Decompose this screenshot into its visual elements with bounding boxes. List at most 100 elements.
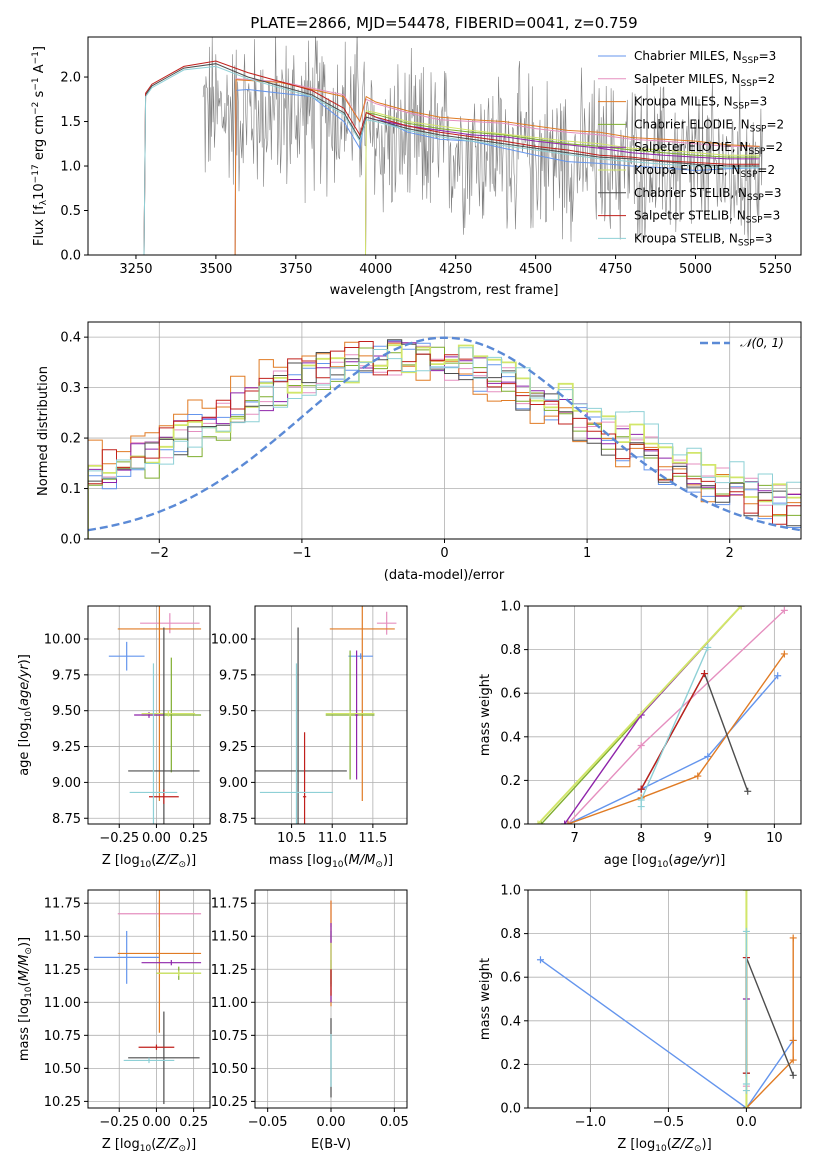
- histogram-step: [88, 339, 801, 539]
- plot-area: [255, 890, 407, 1108]
- y-tick-label: 9.25: [52, 740, 81, 755]
- x-axis-label: mass [log10(M/M⊙)]: [269, 853, 393, 870]
- plus-marker: [774, 672, 782, 680]
- x-tick-label: 8: [637, 831, 645, 846]
- y-tick-label: 9.75: [219, 668, 248, 683]
- plot-area: [88, 606, 210, 824]
- y-tick-label: 9.25: [219, 740, 248, 755]
- panel-weight-vs-Z: −1.0 −0.5 0.0 0.0 0.2 0.4 0.6 0.8 1.0 Z [log10(Z/…: [478, 884, 802, 1154]
- plus-marker: [789, 1056, 797, 1064]
- y-tick-label: 10.75: [211, 1029, 248, 1044]
- legend-label: Salpeter ELODIE, NSSP=2: [634, 140, 783, 157]
- plot-area: [88, 890, 210, 1108]
- y-tick-label: 11.50: [211, 930, 248, 945]
- y-tick-label: 1.0: [500, 884, 521, 899]
- x-tick-label: 5000: [679, 262, 712, 277]
- x-tick-label: 9: [704, 831, 712, 846]
- legend-label: Salpeter MILES, NSSP=2: [634, 72, 775, 89]
- x-tick-label: 0.25: [179, 1115, 208, 1130]
- x-tick-label: −1: [292, 546, 311, 561]
- plot-area: [88, 322, 801, 539]
- x-tick-label: 3750: [279, 262, 312, 277]
- y-tick-label: 10.75: [44, 1029, 81, 1044]
- y-tick-label: 0.5: [60, 204, 81, 219]
- x-tick-label: 4750: [599, 262, 632, 277]
- legend-label: Kroupa STELIB, NSSP=3: [634, 231, 772, 248]
- legend-label: Salpeter STELIB, NSSP=3: [634, 209, 780, 226]
- plot-area: [255, 606, 407, 824]
- plus-marker: [742, 1104, 750, 1108]
- y-tick-label: 0.2: [500, 1058, 521, 1073]
- panel-mass-vs-EBV: −0.05 0.00 0.05 10.25 10.50 10.75 11.00 11.25 11…: [211, 889, 409, 1152]
- model-spectrum-line: [356, 110, 760, 255]
- y-tick-label: 1.0: [500, 600, 521, 615]
- y-tick-label: 11.25: [211, 963, 248, 978]
- plus-marker: [742, 1080, 750, 1088]
- weight-line: [564, 606, 742, 824]
- plus-marker: [789, 1071, 797, 1079]
- y-tick-label: 0.2: [500, 774, 521, 789]
- weight-line: [567, 675, 779, 824]
- model-spectrum-line: [120, 63, 760, 255]
- y-axis-label: age [log10(age/yr)]: [17, 654, 34, 776]
- y-tick-label: 11.00: [44, 996, 81, 1011]
- y-tick-label: 8.75: [52, 812, 81, 827]
- x-tick-label: 0: [440, 546, 448, 561]
- plus-marker: [742, 1087, 750, 1095]
- x-axis-label: (data-model)/error: [384, 568, 505, 583]
- plus-marker: [780, 606, 788, 614]
- x-axis-label: Z [log10(Z/Z⊙)]: [617, 1137, 711, 1154]
- model-spectrum-line: [222, 78, 760, 255]
- weight-line: [540, 959, 794, 1108]
- y-axis-label: mass weight: [478, 674, 493, 756]
- x-tick-label: 5250: [759, 262, 792, 277]
- plot-area: [120, 37, 763, 255]
- weight-line: [567, 609, 785, 824]
- legend-label: Kroupa MILES, NSSP=3: [634, 95, 767, 112]
- plus-marker: [742, 927, 750, 935]
- x-tick-label: 0.05: [380, 1115, 409, 1130]
- y-tick-label: 0.4: [500, 1014, 521, 1029]
- y-tick-label: 0.8: [500, 643, 521, 658]
- x-tick-label: −0.5: [653, 1115, 685, 1130]
- y-tick-label: 10.25: [44, 1095, 81, 1110]
- y-tick-label: 11.75: [44, 897, 81, 912]
- y-tick-label: 9.50: [219, 704, 248, 719]
- y-tick-label: 0.6: [500, 687, 521, 702]
- model-spectrum-line: [356, 111, 760, 255]
- y-tick-label: 10.25: [211, 1095, 248, 1110]
- plus-marker: [561, 820, 569, 824]
- x-axis-label: wavelength [Angstrom, rest frame]: [330, 283, 559, 298]
- legend-label: Chabrier ELODIE, NSSP=2: [634, 117, 784, 134]
- figure-title: PLATE=2866, MJD=54478, FIBERID=0041, z=0…: [250, 14, 637, 32]
- y-tick-label: 0.2: [60, 432, 81, 447]
- x-tick-label: 4250: [439, 262, 472, 277]
- panel-residuals: −2 −1 0 1 2 0.0 0.1 0.2 0.3 0.4 𝒩(0, 1) (data-model…: [36, 321, 802, 583]
- model-spectrum-line: [120, 60, 760, 255]
- y-tick-label: 0.0: [60, 533, 81, 548]
- y-tick-label: 0.1: [60, 482, 81, 497]
- plus-marker: [637, 796, 645, 804]
- y-tick-label: 0.4: [500, 730, 521, 745]
- legend-label: Kroupa ELODIE, NSSP=2: [634, 163, 775, 180]
- x-tick-label: 2: [726, 546, 734, 561]
- y-tick-label: 2.0: [60, 71, 81, 86]
- x-tick-label: 4000: [359, 262, 392, 277]
- weight-line: [640, 673, 706, 790]
- plus-marker: [637, 785, 645, 793]
- x-tick-label: −1.0: [575, 1115, 607, 1130]
- weight-line: [745, 957, 794, 1076]
- x-axis-label: Z [log10(Z/Z⊙)]: [102, 1137, 196, 1154]
- legend-label: 𝒩(0, 1): [740, 336, 784, 350]
- model-spectrum-line: [225, 88, 760, 255]
- x-tick-label: −0.25: [99, 1115, 139, 1130]
- x-axis-label: E(B-V): [311, 1137, 351, 1152]
- x-axis-label: Z [log10(Z/Z⊙)]: [102, 853, 196, 870]
- x-tick-label: 0.0: [736, 1115, 757, 1130]
- plot-area: [528, 606, 801, 824]
- y-tick-label: 1.0: [60, 160, 81, 175]
- model-spectrum-line: [120, 65, 760, 255]
- y-tick-label: 11.25: [44, 963, 81, 978]
- plus-marker: [789, 934, 797, 942]
- y-tick-label: 0.0: [500, 818, 521, 833]
